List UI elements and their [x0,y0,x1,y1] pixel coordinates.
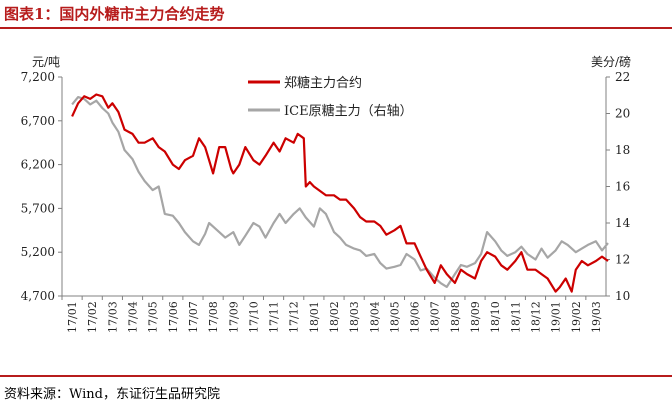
x-axis-tick-label: 18/04 [368,301,381,333]
x-axis-tick-label: 18/12 [529,301,542,333]
source-note: 资料来源：Wind，东证衍生品研究院 [4,387,220,402]
right-axis-tick-label: 16 [615,180,630,194]
left-axis-unit: 元/吨 [32,55,60,69]
series-line-ice-raw-sugar [71,95,609,288]
plot-area: 7,200 6,700 6,200 5,700 5,200 4,700 22 20 18 16 14… [21,54,631,333]
right-axis-tick-label: 14 [615,216,631,230]
left-axis-tick-label: 4,700 [21,289,55,303]
x-axis-tick-label: 17/05 [147,301,160,333]
x-axis-tick-label: 17/06 [167,301,180,333]
x-axis-tick-label: 17/02 [86,301,99,333]
source-rule [0,375,672,377]
left-axis-tick-label: 5,700 [21,201,55,215]
x-axis-tick-label: 18/07 [429,301,442,333]
left-axis-tick-label: 6,200 [21,158,55,172]
x-axis-tick-label: 18/06 [409,301,422,333]
right-axis-tick-label: 20 [615,107,630,121]
x-axis-tick-label: 17/07 [187,301,200,333]
left-axis-tick-label: 5,200 [21,245,55,259]
legend-label: ICE原糖主力（右轴） [284,103,413,119]
x-axis-tick-label: 17/03 [106,301,119,333]
x-axis-tick-label: 19/03 [590,301,603,333]
x-axis-tick-label: 17/12 [288,301,301,333]
x-axis-tick-label: 19/01 [550,301,563,333]
right-axis-tick-label: 18 [615,143,630,157]
x-axis-tick-label: 18/08 [449,301,462,333]
x-axis-tick-label: 18/09 [469,301,482,333]
right-axis-tick-label: 10 [615,289,630,303]
line-chart: 7,200 6,700 6,200 5,700 5,200 4,700 22 20 18 16 14… [21,54,631,333]
figure-title: 图表1：国内外糖市主力合约走势 [4,5,225,23]
x-axis-tick-label: 17/11 [268,301,281,333]
x-axis-tick-label: 19/02 [570,301,583,333]
x-axis-tick-label: 17/10 [247,301,260,333]
title-rule [0,27,672,29]
x-axis-tick-label: 18/03 [348,301,361,333]
x-axis-tick-label: 17/01 [66,301,79,333]
right-axis-tick-label: 12 [615,253,630,267]
x-axis-tick-label: 18/05 [388,301,401,333]
series-line-zhengzhou-sugar [71,93,609,293]
left-axis-tick-label: 6,700 [21,114,55,128]
x-axis-tick-label: 18/11 [509,301,522,333]
legend-label: 郑糖主力合约 [284,75,362,91]
x-axis-tick-label: 17/04 [127,301,140,333]
x-axis-tick-label: 17/08 [207,301,220,333]
x-axis-tick-label: 18/10 [489,301,502,333]
left-axis-tick-label: 7,200 [21,70,55,84]
right-axis-unit: 美分/磅 [591,54,631,69]
right-axis-tick-label: 22 [615,70,630,84]
x-axis-tick-label: 18/01 [308,301,321,333]
x-axis-tick-label: 18/02 [328,301,341,333]
x-axis-tick-label: 17/09 [227,301,240,333]
